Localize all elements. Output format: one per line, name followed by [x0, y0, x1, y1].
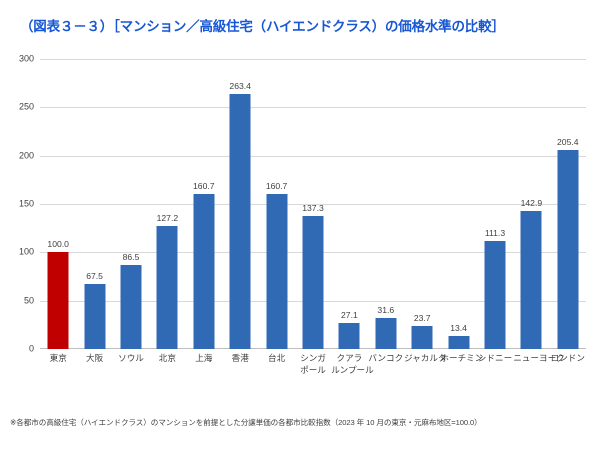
bar[interactable] — [84, 283, 106, 349]
bar-slot: 142.9 — [513, 59, 549, 349]
bar-value-label: 27.1 — [341, 309, 358, 320]
bar[interactable] — [375, 318, 397, 349]
x-axis-tick-label: 台北 — [267, 353, 286, 363]
y-axis-tick-label: 300 — [18, 53, 34, 64]
bar-value-label: 13.4 — [450, 323, 467, 334]
bar-series: 100.0 67.5 86.5 127.2 160.7 263.4 160.7 137.3 27… — [40, 59, 586, 349]
x-axis-tick-label: 東京 — [49, 353, 67, 363]
bar[interactable] — [557, 150, 579, 349]
bar-value-label: 263.4 — [229, 81, 251, 92]
bar-value-label: 160.7 — [193, 180, 215, 191]
x-axis: 東京 大阪 ソウル 北京 上海 香港 台北 シンガ ポール クアラ ルンプール バンコク ジャカルタ ホー… — [40, 353, 586, 395]
bar-value-label: 67.5 — [86, 270, 103, 281]
bar[interactable] — [120, 265, 142, 349]
x-axis-tick-label: ジャカルタ — [404, 353, 447, 363]
bar-slot: 13.4 — [440, 59, 476, 349]
x-axis-tick-label: シドニー — [477, 353, 513, 363]
bar[interactable] — [229, 94, 251, 349]
gridline — [40, 204, 586, 205]
bar-slot: 263.4 — [222, 59, 258, 349]
y-axis-tick-label: 50 — [23, 295, 34, 306]
bar[interactable] — [448, 336, 470, 349]
gridline — [40, 155, 586, 157]
bar-value-label: 205.4 — [557, 137, 579, 148]
chart-footnote: ※各都市の高級住宅（ハイエンドクラス）のマンションを前提とした分譲単価の各都市比… — [10, 418, 482, 427]
chart-title: （図表３－３）［マンション／高級住宅（ハイエンドクラス）の価格水準の比較］ — [20, 19, 505, 34]
y-axis-tick-label: 0 — [28, 343, 34, 354]
x-axis-tick-label: 北京 — [158, 353, 176, 363]
x-axis-tick-label: クアラ ルンプール — [331, 353, 374, 375]
bar-slot: 127.2 — [149, 59, 185, 349]
bar-value-label: 86.5 — [122, 252, 140, 263]
bar[interactable] — [484, 241, 506, 349]
bar[interactable] — [193, 193, 215, 349]
bar-slot: 31.6 — [368, 59, 404, 349]
bar[interactable] — [266, 193, 288, 349]
bar-slot: 111.3 — [477, 59, 513, 349]
bar-slot: 160.7 — [186, 59, 222, 349]
x-axis-tick-label: バンコク — [368, 353, 404, 363]
bar-slot: 67.5 — [76, 59, 112, 349]
bar-value-label: 100.0 — [47, 239, 69, 250]
bar[interactable] — [411, 326, 433, 349]
bar-slot: 205.4 — [550, 59, 586, 349]
bar-value-label: 23.7 — [413, 313, 431, 324]
bar-slot: 100.0 — [40, 59, 76, 349]
x-axis-tick-label: 大阪 — [85, 353, 104, 363]
bar-value-label: 142.9 — [520, 197, 543, 208]
x-axis-tick-label: ホーチミン — [440, 353, 484, 363]
y-axis-tick-label: 100 — [18, 246, 34, 257]
bar-slot: 137.3 — [295, 59, 331, 349]
y-axis-tick-label: 200 — [18, 150, 34, 161]
x-axis-tick-label: ニューヨーク — [513, 353, 565, 363]
x-axis-tick-label: シンガ ポール — [300, 353, 326, 375]
bar-slot: 160.7 — [258, 59, 294, 349]
y-axis-tick-label: 250 — [18, 101, 34, 112]
bar[interactable] — [47, 252, 69, 349]
bar-value-label: 31.6 — [377, 305, 395, 316]
gridline — [40, 59, 586, 60]
bar-value-label: 111.3 — [484, 228, 506, 239]
x-axis-tick-label: ソウル — [118, 353, 144, 363]
bar[interactable] — [338, 322, 360, 349]
bar[interactable] — [302, 216, 324, 349]
x-axis-tick-label: ロンドン — [550, 353, 585, 363]
bar[interactable] — [156, 226, 178, 349]
x-axis-tick-label: 香港 — [231, 353, 249, 363]
y-axis: 0 50 100 150 200 250 300 — [0, 54, 34, 353]
bar-slot: 23.7 — [404, 59, 440, 349]
bar-value-label: 137.3 — [302, 203, 324, 214]
bar-value-label: 160.7 — [265, 180, 288, 191]
y-axis-tick-label: 150 — [18, 198, 34, 209]
bar[interactable] — [520, 210, 542, 349]
bar-slot: 27.1 — [331, 59, 367, 349]
bar-value-label: 127.2 — [156, 213, 179, 224]
x-axis-tick-label: 上海 — [195, 353, 213, 363]
gridline — [40, 107, 586, 109]
bar-slot: 86.5 — [113, 59, 149, 349]
